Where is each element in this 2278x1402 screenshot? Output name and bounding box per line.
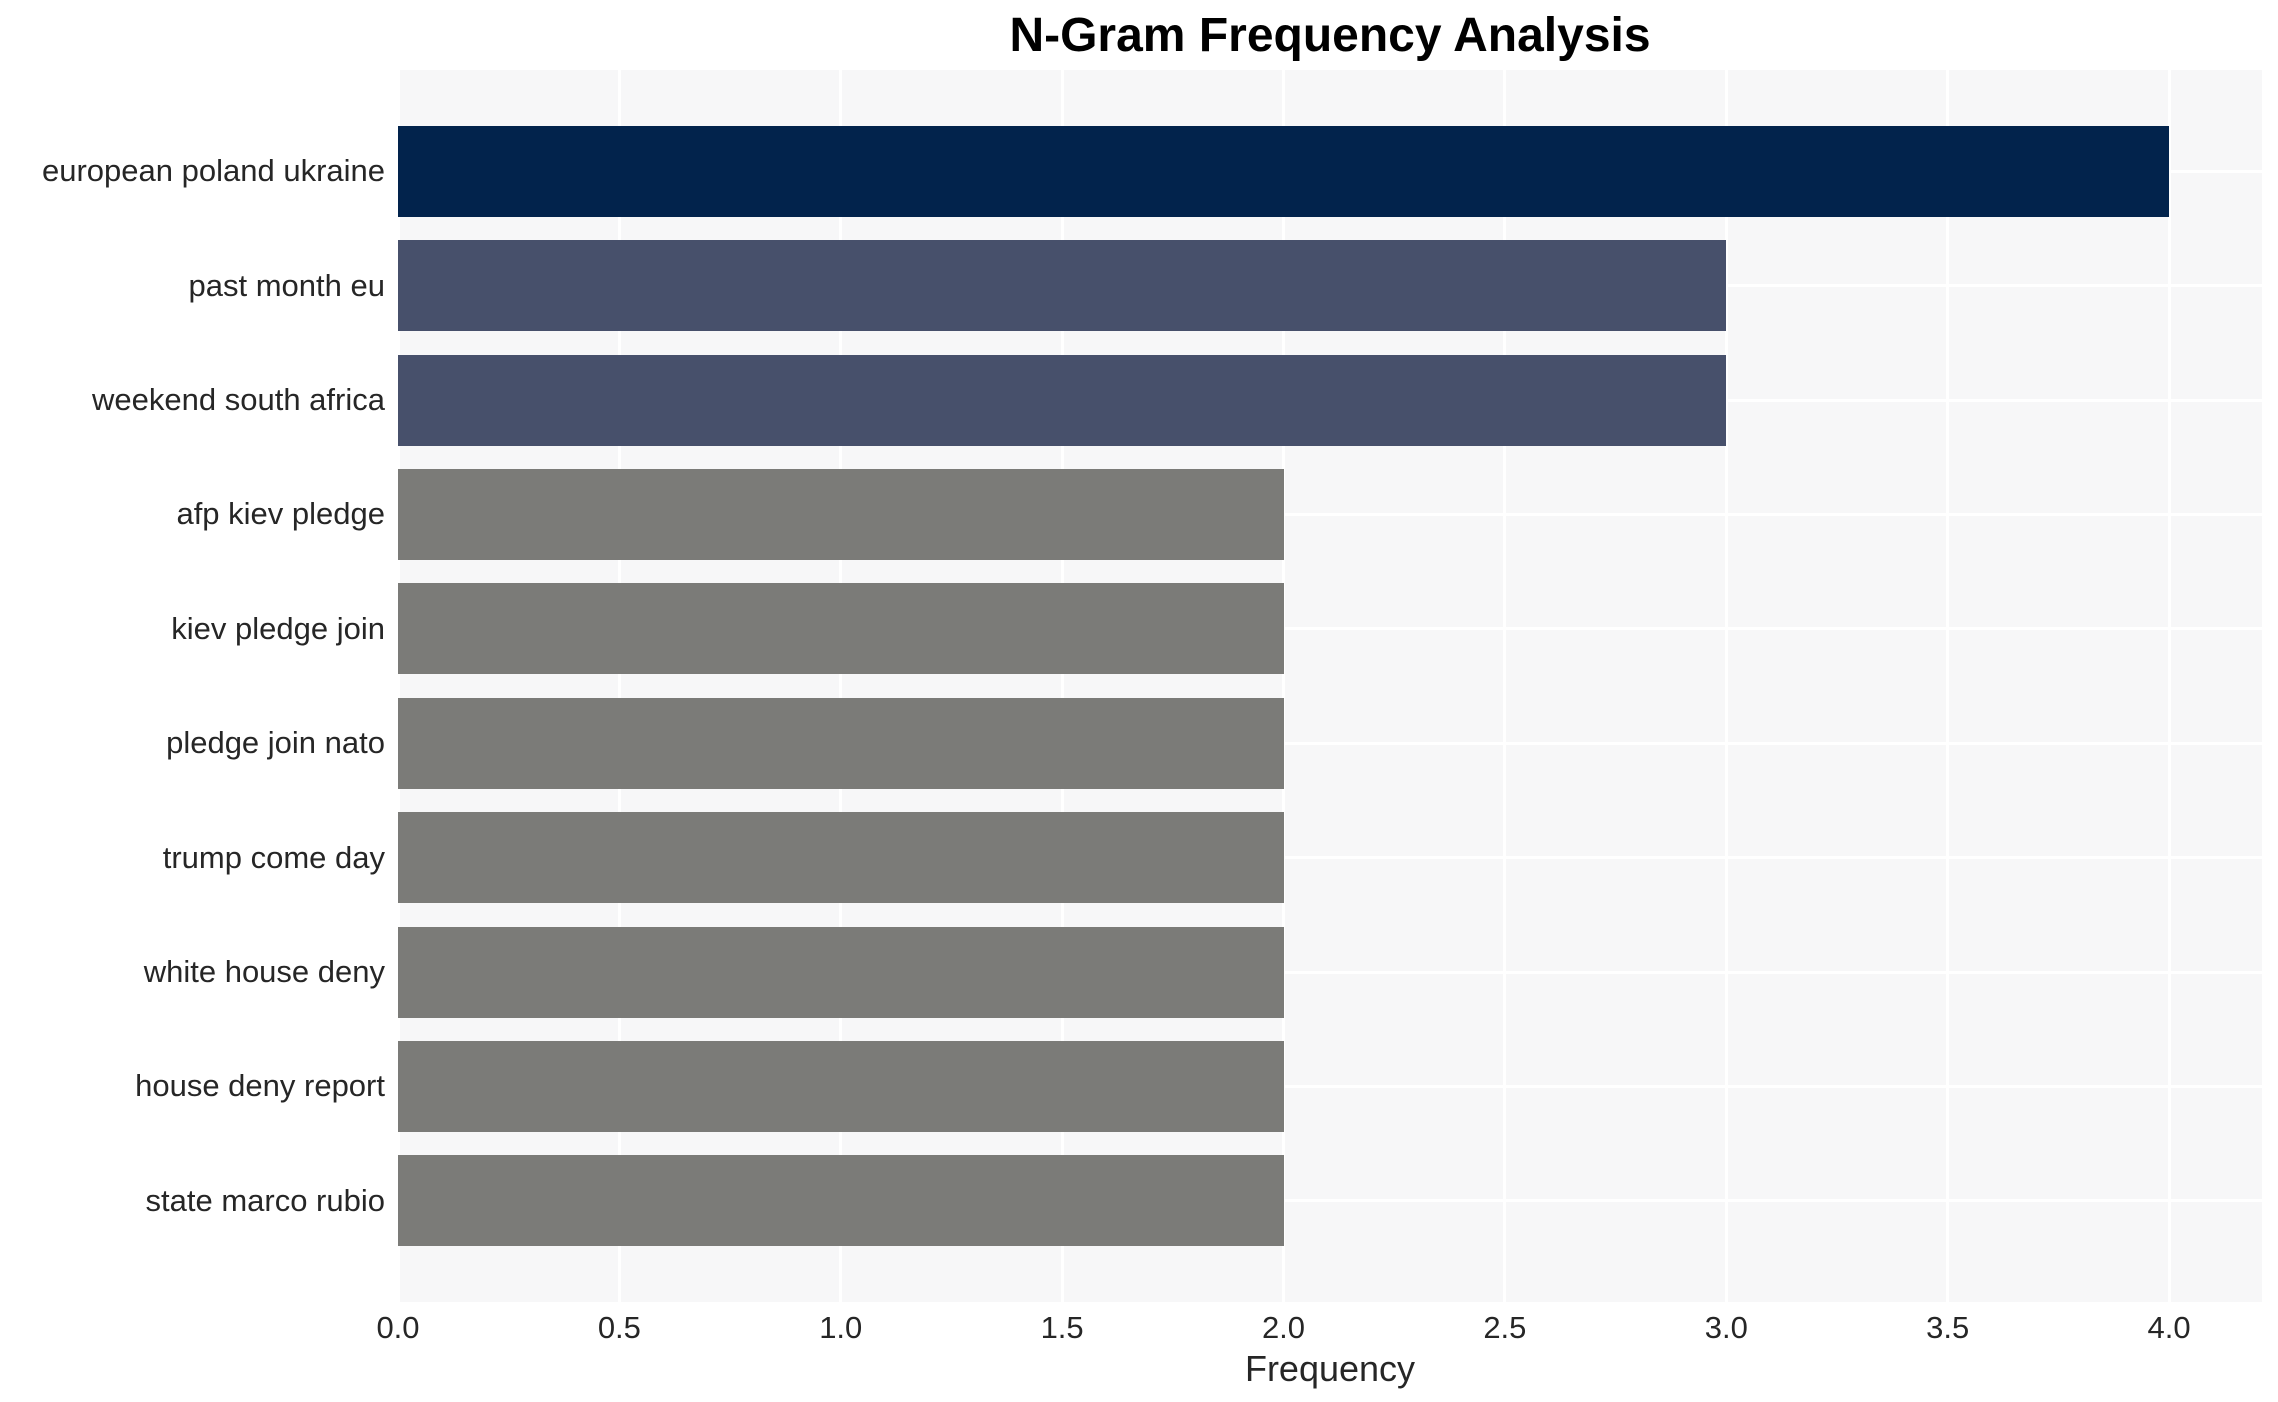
y-tick-label: european poland ukraine (42, 153, 385, 189)
x-axis-title: Frequency (1244, 1348, 1416, 1389)
gridline-horizontal (398, 627, 2262, 631)
bar (398, 697, 1284, 789)
gridline-vertical (1724, 70, 1728, 1302)
y-tick-label: trump come day (162, 839, 385, 875)
bar (398, 125, 2170, 217)
y-tick-label: house deny report (135, 1068, 385, 1104)
x-tick-label: 3.0 (1704, 1310, 1748, 1345)
gridline-vertical (839, 70, 843, 1302)
gridline-vertical (617, 70, 621, 1302)
gridline-vertical (2167, 70, 2171, 1302)
gridline-horizontal (398, 970, 2262, 974)
gridline-horizontal (398, 741, 2262, 745)
x-tick-label: 4.0 (2147, 1310, 2191, 1345)
y-axis: european poland ukraine past month eu week… (0, 70, 385, 1302)
x-axis: 0.0 0.5 1.0 1.5 2.0 2.5 3.0 3.5 4.0 (376, 1310, 2262, 1350)
gridline-horizontal (398, 856, 2262, 860)
bar (398, 1155, 1284, 1247)
bar (398, 926, 1284, 1018)
x-tick-label: 2.5 (1483, 1310, 1527, 1345)
gridline-horizontal (398, 1199, 2262, 1203)
x-tick-label: 3.5 (1926, 1310, 1970, 1345)
bar (398, 354, 1727, 446)
plot-area (396, 70, 2262, 1302)
gridline-horizontal (398, 512, 2262, 516)
y-tick-label: kiev pledge join (171, 610, 385, 646)
gridline-vertical (1946, 70, 1950, 1302)
y-tick-label: white house deny (143, 954, 385, 989)
chart-title: N-Gram Frequency Analysis (1009, 9, 1651, 62)
y-tick-label: pledge join nato (166, 725, 385, 761)
x-tick-label: 0.0 (376, 1310, 420, 1345)
y-tick-label: afp kiev pledge (176, 496, 385, 532)
gridline-vertical (396, 70, 400, 1302)
bar (398, 583, 1284, 675)
y-tick-label: state marco rubio (145, 1182, 386, 1218)
bar (398, 812, 1284, 904)
bar (398, 468, 1284, 560)
y-tick-label: past month eu (188, 267, 385, 303)
gridline-vertical (1060, 70, 1064, 1302)
gridline-horizontal (398, 1084, 2262, 1088)
gridline-vertical (1282, 70, 1285, 1302)
x-tick-label: 2.0 (1261, 1310, 1306, 1345)
y-tick-label: weekend south africa (92, 382, 385, 417)
x-tick-label: 0.5 (597, 1310, 641, 1345)
x-tick-label: 1.5 (1040, 1310, 1084, 1345)
gridline-vertical (1503, 70, 1507, 1302)
x-tick-label: 1.0 (819, 1310, 863, 1345)
bar (398, 1040, 1284, 1132)
bar (398, 240, 1727, 332)
